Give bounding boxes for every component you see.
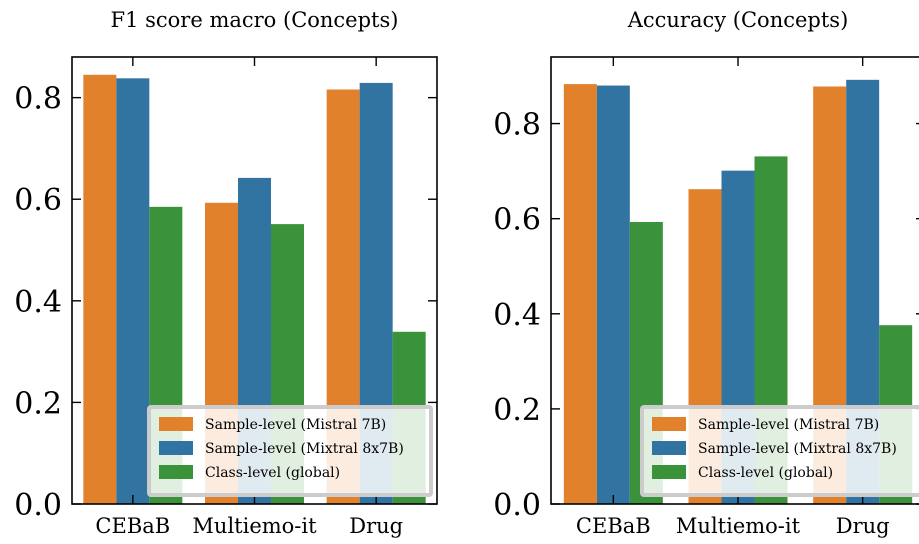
- chart-title: F1 score macro (Concepts): [111, 8, 399, 32]
- legend-swatch: [652, 441, 686, 455]
- chart-title: Accuracy (Concepts): [627, 8, 849, 32]
- legend: Sample-level (Mistral 7B) Sample-level (M…: [640, 405, 919, 497]
- bar-cebab-series-2: [116, 78, 150, 504]
- legend-label: Class-level (global): [698, 465, 833, 481]
- legend-label: Sample-level (Mistral 7B): [698, 417, 879, 433]
- y-tick-label: 0.0: [14, 488, 62, 523]
- legend-box: [640, 405, 919, 497]
- legend-swatch: [159, 465, 193, 479]
- y-tick-label: 0.2: [14, 386, 62, 421]
- y-tick-label: 0.4: [14, 285, 62, 320]
- x-tick-label: CEBaB: [95, 514, 170, 538]
- bar-cebab-series-1: [83, 74, 117, 504]
- y-tick-label: 0.6: [14, 183, 62, 218]
- y-tick-label: 0.4: [493, 298, 541, 333]
- x-tick-label: Multiemo-it: [192, 514, 317, 538]
- legend-label: Sample-level (Mixtral 8x7B): [205, 441, 404, 457]
- x-tick-label: Drug: [836, 514, 890, 538]
- f1-score-panel: F1 score macro (Concepts) 0.0 0.2 0.4 0.6 0.8…: [14, 8, 438, 538]
- x-tick-label: Drug: [349, 514, 403, 538]
- y-tick-label: 0.2: [493, 393, 541, 428]
- legend-swatch: [159, 441, 193, 455]
- legend-label: Sample-level (Mixtral 8x7B): [698, 441, 897, 457]
- bar-cebab-series-2: [596, 85, 630, 504]
- legend: Sample-level (Mistral 7B) Sample-level (M…: [147, 405, 433, 497]
- y-tick-label: 0.6: [493, 203, 541, 238]
- bar-cebab-series-1: [563, 84, 597, 504]
- y-tick-label: 0.8: [14, 82, 62, 117]
- legend-swatch: [159, 417, 193, 431]
- accuracy-panel: Accuracy (Concepts) 0.0 0.2 0.4 0.6 0.8 CEBaB M…: [493, 8, 919, 538]
- legend-box: [147, 405, 433, 497]
- x-tick-label: Multiemo-it: [676, 514, 801, 538]
- legend-label: Class-level (global): [205, 465, 340, 481]
- y-tick-label: 0.8: [493, 108, 541, 143]
- x-tick-label: CEBaB: [576, 514, 651, 538]
- legend-swatch: [652, 465, 686, 479]
- legend-label: Sample-level (Mistral 7B): [205, 417, 386, 433]
- y-tick-label: 0.0: [493, 488, 541, 523]
- legend-swatch: [652, 417, 686, 431]
